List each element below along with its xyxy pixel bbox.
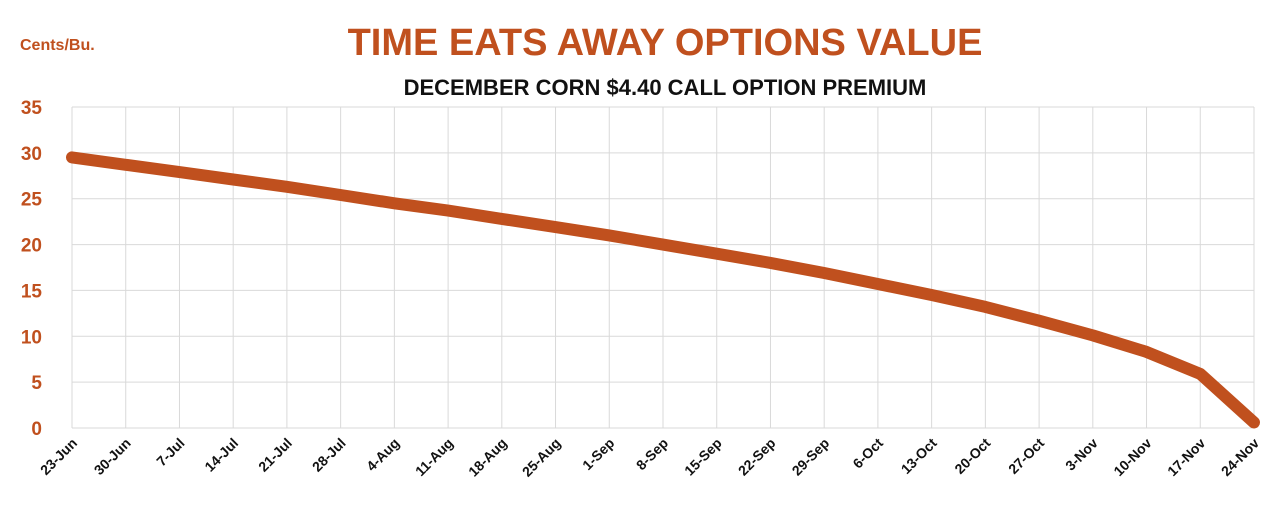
x-axis-ticks: 23-Jun 30-Jun 7-Jul 14-Jul 21-Jul 28-Jul 4-Aug… — [37, 435, 1262, 480]
x-tick-label: 27-Oct — [1005, 435, 1047, 477]
data-point — [229, 175, 238, 184]
x-tick-label: 24-Nov — [1218, 435, 1262, 479]
y-tick-label: 25 — [21, 190, 43, 211]
x-tick-label: 10-Nov — [1110, 435, 1154, 479]
x-tick-label: 17-Nov — [1164, 435, 1208, 479]
data-point — [1035, 316, 1044, 325]
y-tick-label: 20 — [21, 236, 42, 257]
series-layer — [66, 151, 1260, 429]
data-point — [712, 249, 721, 258]
y-tick-label: 15 — [21, 281, 43, 302]
data-point — [551, 223, 560, 232]
chart-title: TIME EATS AWAY OPTIONS VALUE — [348, 22, 983, 64]
data-point — [444, 206, 453, 215]
x-tick-label: 4-Aug — [363, 435, 402, 474]
data-point — [820, 269, 829, 277]
chart-subtitle: DECEMBER CORN $4.40 CALL OPTION PREMIUM — [404, 75, 927, 100]
x-tick-label: 1-Sep — [579, 435, 617, 473]
data-point — [390, 199, 399, 208]
x-tick-label: 7-Jul — [153, 435, 187, 469]
data-point — [1088, 331, 1097, 340]
x-tick-label: 30-Jun — [91, 435, 134, 478]
y-tick-label: 0 — [31, 419, 42, 440]
x-tick-label: 13-Oct — [898, 435, 940, 477]
data-point — [659, 240, 667, 249]
y-tick-label: 30 — [21, 144, 42, 165]
x-tick-label: 22-Sep — [735, 435, 779, 479]
x-tick-label: 6-Oct — [849, 435, 886, 472]
x-tick-label: 25-Aug — [519, 435, 564, 480]
data-point — [766, 258, 775, 267]
x-tick-label: 8-Sep — [633, 435, 671, 473]
data-point — [68, 153, 76, 162]
x-tick-label: 28-Jul — [309, 435, 349, 475]
data-point — [282, 182, 291, 191]
x-tick-label: 3-Nov — [1062, 435, 1101, 474]
x-tick-label: 21-Jul — [255, 435, 295, 475]
y-axis-unit-label: Cents/Bu. — [20, 37, 95, 54]
data-point — [175, 168, 184, 177]
data-point — [336, 191, 345, 199]
data-point — [981, 302, 990, 311]
data-point — [1250, 418, 1258, 427]
data-point — [873, 280, 882, 288]
x-tick-label: 15-Sep — [681, 435, 725, 479]
x-tick-label: 14-Jul — [201, 435, 241, 475]
data-point — [927, 291, 936, 299]
x-tick-label: 18-Aug — [465, 435, 510, 480]
y-tick-label: 5 — [31, 373, 42, 394]
data-point — [1196, 369, 1205, 378]
y-tick-label: 10 — [21, 327, 42, 348]
y-axis-ticks: 0 5 10 15 20 25 30 35 — [21, 98, 43, 440]
data-point — [121, 160, 130, 169]
data-point — [1142, 347, 1151, 356]
x-tick-label: 29-Sep — [789, 435, 833, 479]
gridlines — [71, 106, 1255, 429]
x-tick-label: 11-Aug — [412, 435, 456, 479]
y-tick-label: 35 — [21, 98, 43, 119]
data-point — [605, 231, 614, 240]
x-tick-label: 20-Oct — [951, 435, 993, 477]
data-point — [497, 214, 506, 223]
x-tick-label: 23-Jun — [37, 435, 80, 478]
